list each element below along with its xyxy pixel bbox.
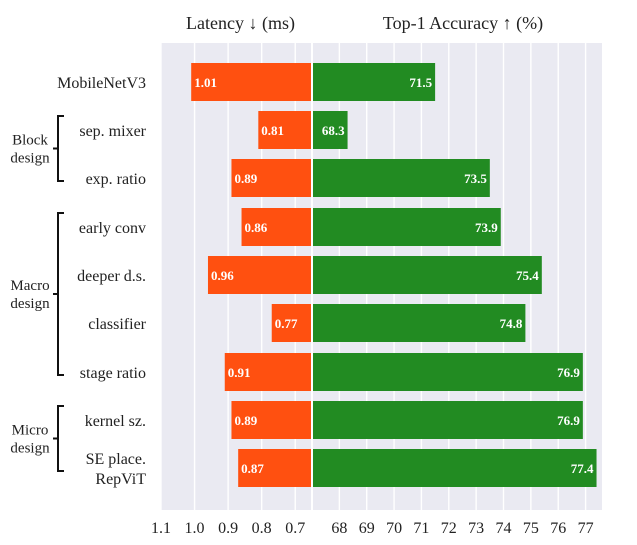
- group-label: design: [10, 296, 50, 312]
- latency-value-label: 0.96: [211, 268, 234, 283]
- group-label: design: [10, 151, 50, 167]
- latency-value-label: 0.77: [275, 316, 298, 331]
- accuracy-bar: [313, 111, 348, 149]
- latency-panel-title: Latency ↓ (ms): [186, 13, 295, 34]
- latency-bar: [231, 159, 312, 197]
- latency-value-label: 0.91: [228, 365, 251, 380]
- group-bracket: [57, 405, 64, 472]
- latency-value-label: 0.89: [234, 413, 257, 428]
- accuracy-value-label: 76.9: [557, 413, 580, 428]
- category-label: stage ratio: [80, 365, 146, 382]
- accuracy-tick-label: 69: [359, 520, 375, 537]
- latency-bar: [224, 353, 312, 391]
- latency-bar: [241, 208, 312, 246]
- accuracy-bar: [313, 304, 526, 342]
- accuracy-bar: [313, 401, 583, 439]
- accuracy-bar: [313, 449, 597, 487]
- group-bracket: [57, 212, 64, 376]
- category-label: deeper d.s.: [77, 268, 146, 285]
- latency-value-label: 0.86: [245, 220, 268, 235]
- accuracy-tick-label: 70: [386, 520, 402, 537]
- latency-tick-label: 0.7: [285, 520, 305, 537]
- accuracy-panel-title: Top-1 Accuracy ↑ (%): [383, 13, 543, 34]
- accuracy-bar: [313, 353, 583, 391]
- latency-bar: [258, 111, 312, 149]
- accuracy-bar: [313, 256, 542, 294]
- latency-bar: [231, 401, 312, 439]
- accuracy-value-label: 71.5: [409, 75, 432, 90]
- accuracy-bar: [313, 208, 501, 246]
- category-label: sep. mixer: [79, 123, 146, 140]
- latency-tick-label: 0.8: [252, 520, 272, 537]
- accuracy-bar: [313, 63, 436, 101]
- group-label: design: [10, 441, 50, 457]
- latency-tick-label: 1.0: [185, 520, 205, 537]
- latency-value-label: 0.81: [261, 123, 284, 138]
- accuracy-tick-label: 68: [331, 520, 347, 537]
- accuracy-tick-label: 76: [550, 520, 566, 537]
- group-label: Block: [12, 133, 48, 149]
- accuracy-tick-label: 73: [468, 520, 484, 537]
- accuracy-tick-label: 72: [441, 520, 457, 537]
- category-label: exp. ratio: [86, 171, 146, 188]
- latency-tick-label: 1.1: [151, 520, 171, 537]
- latency-tick-label: 0.9: [218, 520, 238, 537]
- accuracy-value-label: 73.9: [475, 220, 498, 235]
- accuracy-tick-label: 74: [496, 520, 512, 537]
- group-label: Micro: [12, 423, 49, 439]
- category-label: MobileNetV3: [57, 75, 146, 92]
- accuracy-tick-label: 77: [578, 520, 594, 537]
- accuracy-value-label: 73.5: [464, 171, 487, 186]
- category-label: classifier: [88, 316, 146, 333]
- group-label: Macro: [10, 278, 49, 294]
- category-label: early conv: [79, 220, 146, 237]
- accuracy-value-label: 76.9: [557, 365, 580, 380]
- latency-value-label: 0.89: [234, 171, 257, 186]
- latency-bar: [191, 63, 312, 101]
- latency-bar: [271, 304, 312, 342]
- latency-bar: [207, 256, 312, 294]
- latency-value-label: 1.01: [194, 75, 217, 90]
- accuracy-value-label: 68.3: [322, 123, 345, 138]
- accuracy-value-label: 74.8: [500, 316, 523, 331]
- accuracy-bar: [313, 159, 490, 197]
- accuracy-tick-label: 75: [523, 520, 539, 537]
- latency-value-label: 0.87: [241, 461, 264, 476]
- latency-bar: [238, 449, 312, 487]
- group-bracket: [57, 115, 64, 182]
- category-label: SE place.: [86, 451, 146, 468]
- category-label: RepViT: [95, 471, 146, 488]
- category-label: kernel sz.: [85, 413, 146, 430]
- accuracy-value-label: 77.4: [571, 461, 594, 476]
- accuracy-tick-label: 71: [413, 520, 429, 537]
- accuracy-value-label: 75.4: [516, 268, 539, 283]
